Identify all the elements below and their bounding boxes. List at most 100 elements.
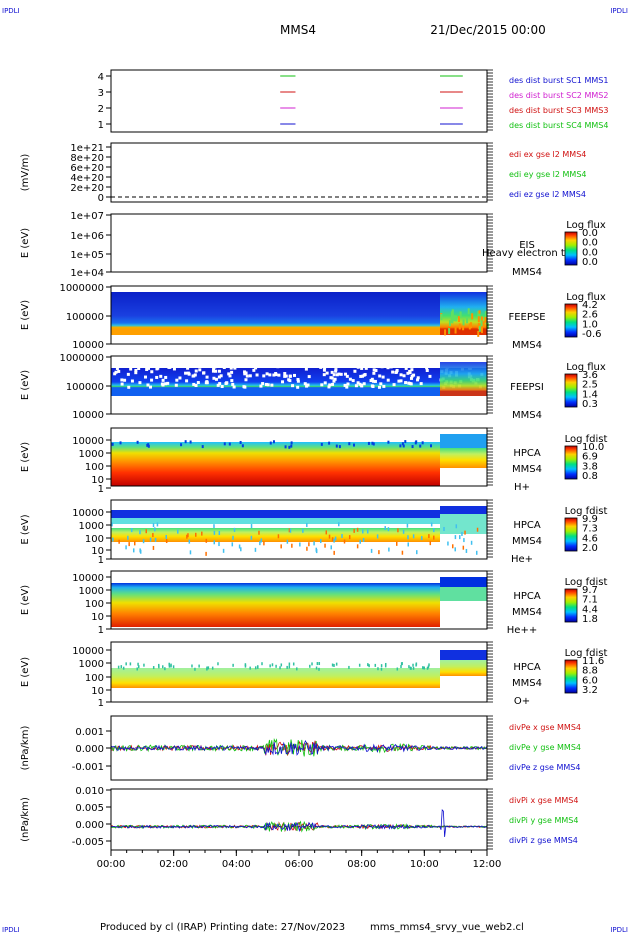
hpca-o-pixel [292, 662, 295, 666]
hpca-o-pixel [275, 664, 277, 668]
feepsi-gap [356, 365, 360, 369]
feepse-pixel [477, 330, 480, 337]
hpca-he-pixel [320, 539, 322, 544]
instrument-name: FEEPSE [508, 312, 545, 323]
hpca-he-pixel [348, 535, 351, 540]
hpca-he-pixel [370, 548, 373, 553]
feepsi-gap [399, 379, 403, 383]
hpca-o-pixel [211, 666, 214, 670]
feepsi-gap [217, 375, 221, 379]
legend-entry: des dist burst SC4 MMS4 [509, 121, 608, 130]
feepsi-gap [270, 383, 274, 387]
feepsi-gap [186, 366, 190, 370]
colorbar [564, 231, 578, 266]
feepsi-gap [319, 365, 323, 369]
feepsi-gap [363, 373, 367, 377]
y-axis-label: (mV/m) [20, 154, 31, 192]
feepsi-gap [391, 370, 395, 374]
feepse-pixel [462, 324, 465, 331]
hpca-o-pixel [380, 667, 383, 671]
hpca-he-pixel [356, 527, 359, 532]
feepsi-gap [374, 368, 378, 372]
hpca-o-pixel [158, 665, 160, 669]
hpca-h-late [440, 448, 487, 468]
hpca-he-pixel [288, 528, 291, 533]
colorbar-title: Log flux [566, 220, 606, 231]
hpca-o-pixel [117, 665, 120, 669]
feepsi-gap [143, 375, 147, 379]
hpca-h-pixel [335, 444, 338, 448]
hpca-he-pixel [454, 535, 457, 540]
feepsi-gap [360, 374, 364, 378]
hpca-he-pixel [333, 538, 335, 543]
legend-entry: des dist burst SC3 MMS3 [509, 106, 608, 115]
y-tick-label: 100 [85, 599, 104, 610]
hpca-he-pixel [384, 526, 386, 531]
hpca-o-pixel [377, 667, 379, 671]
feepsi-gap [307, 375, 311, 379]
feepsi-gap [245, 374, 249, 378]
y-tick-label: 10000 [72, 436, 104, 447]
feepsi-gap [334, 369, 338, 373]
y-axis-label: E (eV) [20, 657, 31, 687]
y-tick-label: 8e+20 [70, 153, 104, 164]
colorbar-tick-label: 6.0 [582, 675, 598, 686]
hpca-h-pixel [290, 444, 293, 448]
y-tick-label: 10 [91, 612, 104, 623]
hpca-he-pixel [331, 537, 334, 542]
hpca-he-pixel [470, 540, 473, 545]
hpca-h-pixel [272, 440, 275, 444]
hpca-he-pixel [218, 531, 221, 536]
y-tick-label: 1000 [79, 659, 104, 670]
feepsi-gap [248, 374, 252, 378]
hpca-o-pixel [280, 663, 283, 667]
hpca-he-pixel [231, 542, 234, 547]
y-tick-label: 100 [85, 673, 104, 684]
hpca-h-pixel [136, 440, 139, 444]
feepsi-gap [205, 381, 209, 385]
feepsi-gap [213, 365, 217, 369]
instrument-name: HPCA [513, 448, 541, 459]
hpca-he-pixel [152, 533, 154, 538]
legend-entry: divPi x gse MMS4 [509, 796, 578, 805]
hpca-o-pixel [129, 662, 132, 666]
hpca-o-pixel [426, 666, 429, 670]
feepsi-gap [117, 369, 121, 373]
feepsi-gap [395, 368, 399, 372]
feepsi-gap [416, 378, 420, 382]
feepsi-gap [360, 366, 364, 370]
hpca-he-pixel [132, 548, 135, 553]
feepsi-gap [325, 371, 329, 375]
hpca-he-pixel [315, 547, 318, 552]
hpca-o-pixel [380, 664, 383, 668]
hpca-he-pixel [428, 534, 430, 539]
colorbar [564, 373, 578, 408]
feepse-pixel [451, 317, 454, 324]
hpca-o-pixel [408, 665, 410, 669]
feepsi-gap [316, 364, 320, 368]
species-label: He+ [511, 554, 533, 565]
hpca-o-pixel [316, 662, 319, 666]
feepsi-gap [148, 385, 152, 389]
feepsi-gap [218, 382, 222, 386]
feepsi-gap [381, 375, 385, 379]
feepsi-gap [159, 374, 163, 378]
feepsi-gap [304, 367, 308, 371]
series-x [110, 740, 487, 757]
feepse-pixel [484, 311, 487, 318]
feepsi-gap [309, 364, 313, 368]
hpca-he-pixel [250, 524, 253, 529]
hpca-he-pixel [195, 532, 197, 537]
feepse-pixel [457, 316, 460, 323]
y-axis-label: E (eV) [20, 300, 31, 330]
y-axis-label: (nPa/km) [20, 726, 31, 771]
hpca-he-pixel [462, 545, 465, 550]
feepsi-gap [127, 385, 131, 389]
hpca-he-late-top [440, 506, 487, 514]
y-tick-label: -0.005 [72, 837, 104, 848]
feepsi-gap [382, 384, 386, 388]
instrument-name: HPCA [513, 520, 541, 531]
feepsi-gap [410, 368, 414, 372]
feepsi-gap [222, 366, 226, 370]
